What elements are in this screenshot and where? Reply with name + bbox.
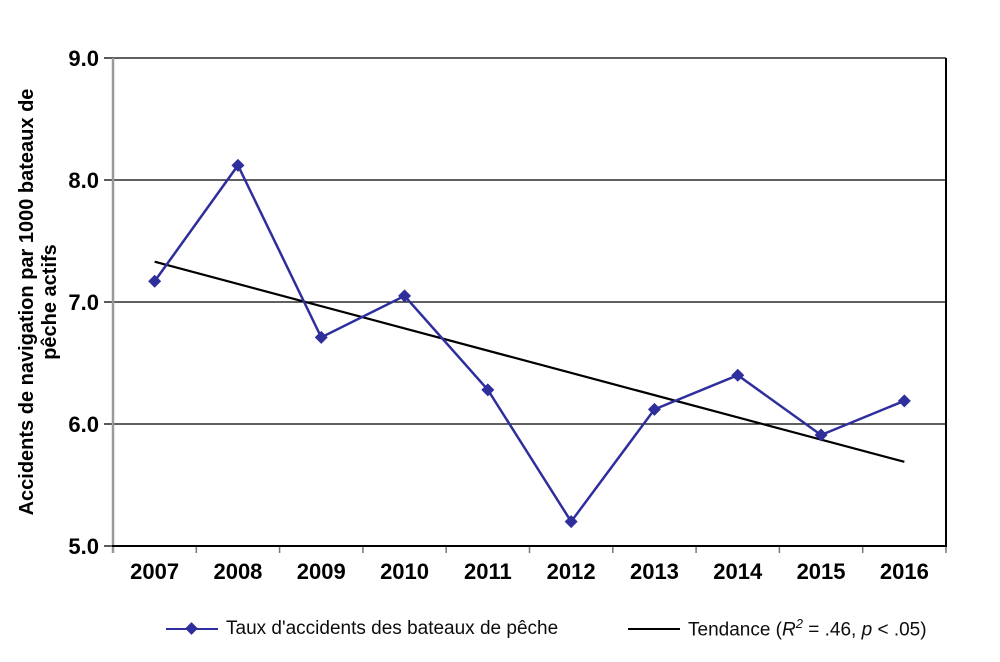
x-tick-label: 2013 (630, 559, 679, 584)
x-tick-label: 2016 (880, 559, 929, 584)
legend-trend-prefix: Tendance ( (688, 619, 783, 641)
legend-trend-suffix: < .05) (872, 619, 927, 641)
y-tick-label: 7.0 (68, 290, 99, 315)
series-marker (897, 394, 911, 408)
x-tick-label: 2011 (464, 559, 512, 584)
trend-swatch (628, 622, 680, 636)
accident-rate-line-chart: 5.0 6.0 7.0 8.0 9.0 2007 2008 2009 2010 2011 2012 2… (16, 46, 947, 584)
legend-trend-mid: = .46, (802, 619, 862, 641)
y-axis-title-line2: pêche actifs (39, 244, 61, 360)
series-marker (398, 289, 412, 303)
series-swatch (166, 622, 218, 636)
series-marker (314, 330, 328, 344)
y-axis-title-line1: Accidents de navigation par 1000 bateaux… (16, 89, 38, 516)
series-marker (231, 158, 245, 172)
y-tick-label: 9.0 (68, 46, 99, 71)
series-line (153, 162, 905, 524)
legend-item-series: Taux d'accidents des bateaux de pêche (166, 612, 558, 646)
y-tick-label: 6.0 (68, 412, 99, 437)
diamond-marker-icon (185, 622, 198, 635)
series-marker (814, 428, 828, 442)
series-marker (481, 383, 495, 397)
legend-trend-p: p (861, 619, 873, 641)
y-tick-label: 8.0 (68, 168, 99, 193)
series-marker (148, 274, 162, 288)
chart-legend: Taux d'accidents des bateaux de pêche Te… (0, 612, 1000, 646)
x-tick-label: 2010 (380, 559, 429, 584)
y-tick-label: 5.0 (68, 534, 99, 559)
series-marker (647, 402, 661, 416)
x-tick-label: 2012 (547, 559, 596, 584)
series-marker (564, 515, 578, 529)
x-tick-label: 2007 (130, 559, 179, 584)
trend-line-icon (628, 628, 680, 630)
legend-trend-r: R (782, 619, 796, 641)
x-tick-label: 2008 (213, 559, 262, 584)
legend-series-label: Taux d'accidents des bateaux de pêche (226, 618, 559, 639)
x-tick-label: 2014 (713, 559, 763, 584)
series-marker (731, 368, 745, 382)
legend-trend-label: Tendance (R2 = .46, p < .05) (688, 616, 927, 641)
x-tick-label: 2009 (297, 559, 346, 584)
trend-line (154, 260, 905, 463)
x-tick-label: 2015 (797, 559, 846, 584)
legend-item-trend: Tendance (R2 = .46, p < .05) (628, 612, 927, 646)
legend-trend-r-sup: 2 (795, 616, 803, 632)
